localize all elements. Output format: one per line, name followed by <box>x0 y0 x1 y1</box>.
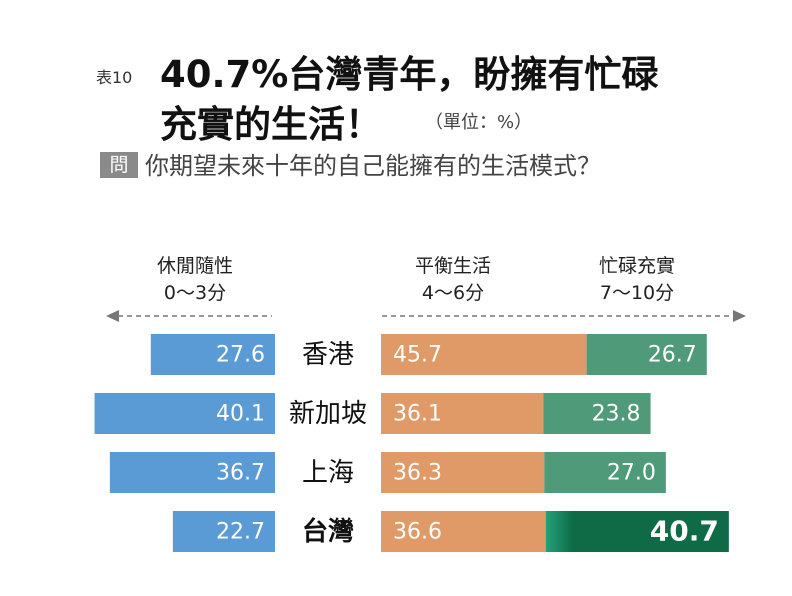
bar-busy-2 <box>544 452 666 493</box>
chart-title-line2: 充實的生活！ <box>160 103 382 146</box>
bar-busy-1 <box>543 393 651 434</box>
bar-balanced-0 <box>381 334 587 375</box>
legend-busy-range: 7〜10分 <box>599 282 675 304</box>
value-label-leisure-2: 36.7 <box>216 461 265 486</box>
legend-busy: 忙碌充實 7〜10分 <box>582 253 692 307</box>
bar-leisure-2 <box>109 452 275 493</box>
category-label-1: 新加坡 <box>289 399 367 429</box>
legend-leisure-label: 休閒隨性 <box>156 255 233 277</box>
category-label-0: 香港 <box>302 340 354 370</box>
bar-balanced-1 <box>381 393 544 434</box>
question-badge: 問 <box>100 152 138 178</box>
bar-balanced-2 <box>381 452 545 493</box>
category-label-2: 上海 <box>302 458 354 488</box>
value-label-leisure-1: 40.1 <box>216 402 265 427</box>
question-text: 你期望未來十年的自己能擁有的生活模式？ <box>145 152 601 180</box>
category-label-3: 台灣 <box>302 516 354 547</box>
value-label-busy-1: 23.8 <box>592 402 641 427</box>
value-label-leisure-0: 27.6 <box>216 343 265 368</box>
bar-leisure-3 <box>172 511 275 552</box>
legend-balanced-range: 4〜6分 <box>421 282 485 304</box>
legend-busy-label: 忙碌充實 <box>598 255 675 277</box>
legend-leisure: 休閒隨性 0〜3分 <box>140 253 250 307</box>
value-label-busy-3: 40.7 <box>650 515 719 548</box>
chart-title-line1: 40.7%台灣青年，盼擁有忙碌 <box>160 53 659 96</box>
value-label-busy-0: 26.7 <box>648 343 697 368</box>
bar-busy-3 <box>545 511 729 552</box>
value-label-balanced-3: 36.6 <box>393 520 442 545</box>
legend-leisure-range: 0〜3分 <box>163 282 227 304</box>
table-number: 表10 <box>96 68 133 87</box>
legend-balanced: 平衡生活 4〜6分 <box>398 253 508 307</box>
bar-busy-0 <box>586 334 707 375</box>
unit-label: （單位：%） <box>425 112 533 133</box>
value-label-balanced-0: 45.7 <box>393 343 442 368</box>
legend-balanced-label: 平衡生活 <box>414 255 491 277</box>
left-arrow <box>106 310 272 322</box>
bar-leisure-1 <box>94 393 275 434</box>
bar-leisure-0 <box>150 334 275 375</box>
value-label-busy-2: 27.0 <box>607 461 656 486</box>
value-label-balanced-2: 36.3 <box>393 461 442 486</box>
value-label-balanced-1: 36.1 <box>393 402 442 427</box>
value-label-leisure-3: 22.7 <box>216 520 265 545</box>
bar-balanced-3 <box>381 511 546 552</box>
right-arrow <box>382 310 746 322</box>
